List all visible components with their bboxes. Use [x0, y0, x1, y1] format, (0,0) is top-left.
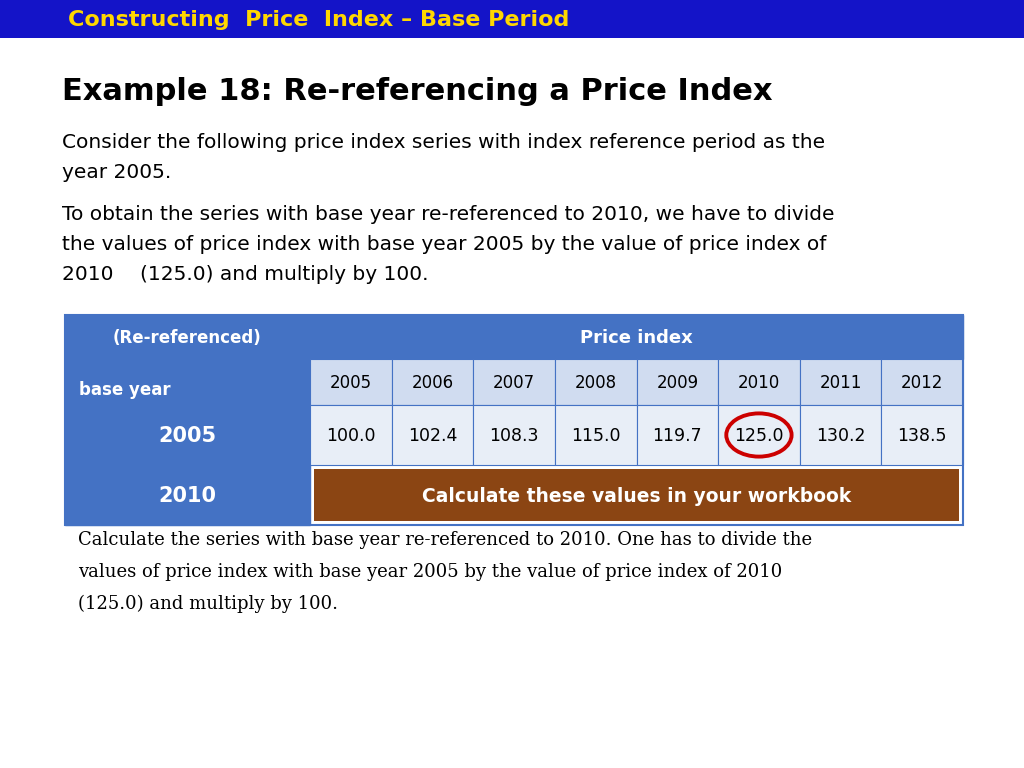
Text: Price index: Price index [581, 329, 693, 347]
FancyBboxPatch shape [718, 359, 800, 405]
FancyBboxPatch shape [800, 359, 882, 405]
Text: 119.7: 119.7 [652, 427, 702, 445]
FancyBboxPatch shape [65, 315, 310, 359]
Text: base year: base year [79, 381, 171, 399]
Text: 2011: 2011 [819, 374, 862, 392]
Text: 102.4: 102.4 [408, 427, 457, 445]
Text: values of price index with base year 2005 by the value of price index of 2010: values of price index with base year 200… [78, 563, 782, 581]
FancyBboxPatch shape [555, 359, 637, 405]
Text: Consider the following price index series with index reference period as the: Consider the following price index serie… [62, 133, 825, 152]
Text: 130.2: 130.2 [816, 427, 865, 445]
Text: 2005: 2005 [330, 374, 372, 392]
FancyBboxPatch shape [391, 405, 473, 465]
FancyBboxPatch shape [391, 359, 473, 405]
FancyBboxPatch shape [473, 359, 555, 405]
Text: year 2005.: year 2005. [62, 163, 171, 182]
FancyBboxPatch shape [0, 0, 1024, 38]
FancyBboxPatch shape [882, 359, 963, 405]
FancyBboxPatch shape [65, 359, 310, 405]
Text: 2010: 2010 [159, 486, 216, 506]
Text: Constructing  Price  Index – Base Period: Constructing Price Index – Base Period [68, 10, 569, 30]
FancyBboxPatch shape [310, 315, 963, 359]
Text: 2009: 2009 [656, 374, 698, 392]
Text: 115.0: 115.0 [571, 427, 621, 445]
Text: 100.0: 100.0 [326, 427, 376, 445]
FancyBboxPatch shape [800, 405, 882, 465]
Text: the values of price index with base year 2005 by the value of price index of: the values of price index with base year… [62, 235, 826, 254]
Text: (125.0) and multiply by 100.: (125.0) and multiply by 100. [78, 594, 338, 613]
Text: Example 18: Re-referencing a Price Index: Example 18: Re-referencing a Price Index [62, 77, 772, 106]
FancyBboxPatch shape [314, 469, 959, 521]
Text: 2005: 2005 [159, 426, 216, 446]
Text: 2006: 2006 [412, 374, 454, 392]
Text: 2007: 2007 [493, 374, 536, 392]
FancyBboxPatch shape [310, 405, 391, 465]
Text: Calculate these values in your workbook: Calculate these values in your workbook [422, 486, 851, 505]
Text: 125.0: 125.0 [734, 427, 783, 445]
FancyBboxPatch shape [555, 405, 637, 465]
Text: 108.3: 108.3 [489, 427, 539, 445]
Text: 2008: 2008 [574, 374, 616, 392]
Text: 2010  (125.0) and multiply by 100.: 2010 (125.0) and multiply by 100. [62, 265, 428, 284]
FancyBboxPatch shape [637, 405, 718, 465]
FancyBboxPatch shape [882, 405, 963, 465]
Text: (Re-referenced): (Re-referenced) [113, 329, 262, 347]
FancyBboxPatch shape [65, 465, 310, 525]
FancyBboxPatch shape [637, 359, 718, 405]
Text: 2010: 2010 [738, 374, 780, 392]
Text: Calculate the series with base year re-referenced to 2010. One has to divide the: Calculate the series with base year re-r… [78, 531, 812, 549]
Text: 138.5: 138.5 [897, 427, 947, 445]
FancyBboxPatch shape [718, 405, 800, 465]
FancyBboxPatch shape [473, 405, 555, 465]
FancyBboxPatch shape [65, 405, 310, 465]
Text: To obtain the series with base year re-referenced to 2010, we have to divide: To obtain the series with base year re-r… [62, 205, 835, 224]
FancyBboxPatch shape [310, 359, 391, 405]
Text: 2012: 2012 [901, 374, 943, 392]
